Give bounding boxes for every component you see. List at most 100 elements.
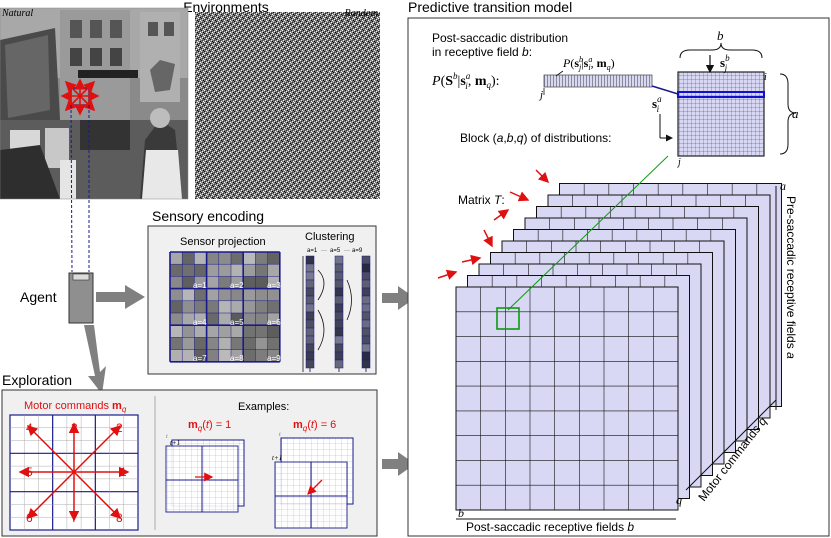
sensor-pixel (206, 288, 219, 301)
stack-axes (456, 186, 777, 520)
cluster-cell (361, 255, 371, 265)
cluster-cell (334, 279, 344, 289)
sensor-pixel (170, 313, 183, 326)
cluster-cell (361, 263, 371, 273)
cell-label-7: a=7 (193, 354, 207, 363)
sensor-pixel (243, 325, 256, 338)
direction-1: 1 (120, 465, 127, 479)
sensor-pixel (218, 300, 231, 313)
sensor-pixel (170, 325, 183, 338)
cluster-headers: a=1 ··· a=5 ··· a=9 (307, 248, 363, 254)
j-label-block: j (676, 157, 681, 168)
sensor-pixel (182, 349, 195, 362)
cell-label-1: a=1 (193, 281, 207, 290)
sensor-pixel (194, 313, 207, 326)
sensor-link-dashed (70, 104, 90, 273)
sensor-pixel (206, 349, 219, 362)
sensor-pixel (194, 300, 207, 313)
cell-label-4: a=4 (193, 318, 207, 327)
sensor-pixel (267, 349, 280, 362)
sensor-pixel (255, 276, 268, 289)
cluster-cell (334, 303, 344, 313)
cluster-cell (361, 327, 371, 337)
sensor-pixel (231, 276, 244, 289)
axis-post-label: Post-saccadic receptive fields b (466, 520, 634, 534)
sensor-pixel (218, 313, 231, 326)
cluster-cell (361, 271, 371, 281)
motor-grid (9, 414, 139, 531)
direction-8: 8 (116, 511, 123, 525)
cell-label-8: a=8 (230, 354, 244, 363)
sensor-pixel (194, 288, 207, 301)
sensor-pixel (218, 288, 231, 301)
direction-4: 4 (26, 421, 33, 435)
sensor-pixel (218, 349, 231, 362)
cell-label-5: a=5 (230, 318, 244, 327)
sensor-pixel (267, 264, 280, 277)
i-label: i (764, 72, 767, 83)
example1-label: mq(t) = 1 (188, 419, 231, 433)
random-label: Random (344, 8, 378, 19)
sensor-pixel (243, 264, 256, 277)
post-dist-line2: in receptive field b: (432, 45, 532, 59)
cluster-cell (305, 303, 315, 313)
direction-5: 5 (26, 465, 33, 479)
sensor-pixel (182, 288, 195, 301)
block-matrix (659, 42, 797, 157)
sensor-pixel (243, 252, 256, 265)
sensor-pixel (194, 325, 207, 338)
sensor-pixel (194, 337, 207, 350)
flow-arrows (84, 285, 415, 476)
cluster-cell (305, 263, 315, 273)
sensor-pixel (182, 313, 195, 326)
a-label-right: a (792, 106, 799, 121)
cluster-cell (334, 335, 344, 345)
cluster-cell (334, 311, 344, 321)
cluster-cell (334, 343, 344, 353)
sensor-pixel (231, 252, 244, 265)
direction-7: 7 (71, 511, 78, 525)
cluster-cell (361, 319, 371, 329)
sensor-pixel (243, 300, 256, 313)
sensor-pixel (255, 288, 268, 301)
b-label-top: b (717, 28, 724, 43)
example2-t-label: t (279, 432, 281, 438)
cluster-cell (361, 343, 371, 353)
sia-label: sa i (652, 94, 662, 114)
sensor-pixel (182, 325, 195, 338)
cluster-header-2: ··· (321, 248, 327, 254)
sensor-pixel (231, 300, 244, 313)
sensor-pixel (243, 349, 256, 362)
example1-grid (165, 439, 245, 513)
sensor-cell-labels: a=1 a=2 a=3 a=4 a=5 a=6 a=7 a=8 a=9 (193, 281, 281, 363)
sensor-pixel (243, 288, 256, 301)
sensor-pixel (267, 325, 280, 338)
prob-single-formula: P(sb j|sa i, mq) (562, 55, 615, 72)
example2-t1-label: t+1 (272, 454, 282, 462)
cluster-cell (305, 287, 315, 297)
sensor-pixel (170, 337, 183, 350)
cell-label-9: a=9 (267, 354, 281, 363)
clustering-label: Clustering (305, 231, 355, 243)
cluster-cell (305, 295, 315, 305)
saccade-arrows (60, 78, 100, 116)
sensor-pixel (170, 300, 183, 313)
sensor-pixel (267, 313, 280, 326)
cluster-cell (305, 279, 315, 289)
sensor-pixel (182, 276, 195, 289)
sensor-pixel (194, 264, 207, 277)
cluster-cell (305, 311, 315, 321)
sensor-pixel (255, 337, 268, 350)
bar-link (651, 85, 679, 95)
sensor-pixel (218, 337, 231, 350)
j-label-bar: j (538, 89, 543, 101)
stack-red-arrows (437, 169, 550, 280)
cluster-cell (361, 303, 371, 313)
sensor-pixel (243, 276, 256, 289)
sensor-pixel (218, 325, 231, 338)
sensor-pixel (218, 264, 231, 277)
direction-3: 3 (71, 421, 78, 435)
agent-icon (68, 272, 94, 324)
prob-full-formula: P(Sb|sa i, mq): (431, 71, 500, 91)
exploration-title: Exploration (2, 372, 72, 388)
